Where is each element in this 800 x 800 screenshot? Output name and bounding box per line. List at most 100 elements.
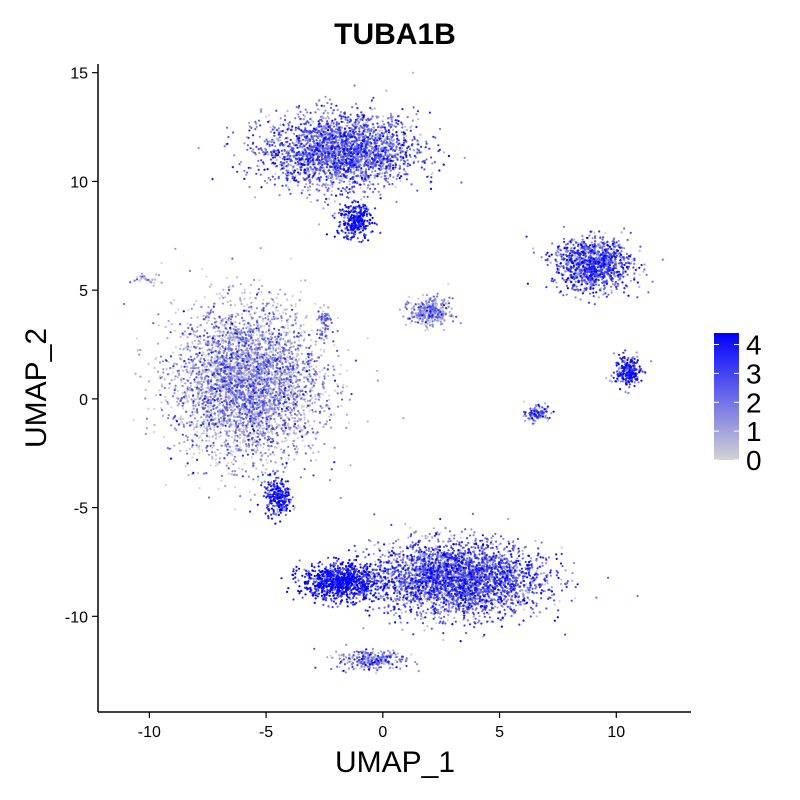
cell-point: [297, 349, 300, 352]
cell-point: [215, 432, 218, 435]
cell-point: [239, 446, 242, 449]
cell-point: [242, 428, 245, 431]
cell-point: [173, 362, 176, 365]
cell-point: [466, 604, 469, 607]
cell-point: [205, 432, 208, 435]
cell-point: [261, 285, 264, 288]
cell-point: [328, 415, 331, 418]
cell-point: [310, 339, 313, 342]
cell-point: [190, 316, 193, 320]
cell-point: [218, 392, 222, 396]
cell-point: [269, 453, 272, 456]
cell-point: [328, 398, 331, 401]
cell-point: [309, 344, 312, 347]
cell-point: [398, 171, 401, 174]
cell-point: [198, 445, 201, 448]
cell-point: [170, 379, 173, 382]
cell-point: [409, 126, 412, 129]
cell-point: [181, 391, 184, 395]
cell-point: [295, 316, 298, 319]
cell-point: [442, 329, 446, 332]
cell-point: [190, 367, 193, 370]
cell-point: [216, 330, 219, 333]
cell-point: [180, 378, 183, 381]
cell-point: [309, 387, 312, 390]
cell-point: [261, 453, 264, 456]
cell-point: [155, 273, 158, 276]
cell-point: [528, 591, 531, 594]
cell-point: [322, 327, 325, 330]
cell-point: [186, 400, 190, 403]
cell-point: [330, 121, 333, 124]
cell-point: [404, 323, 407, 326]
cell-point: [191, 413, 194, 416]
cell-point: [249, 166, 252, 170]
cell-point: [282, 405, 285, 408]
cell-point: [322, 393, 325, 396]
cell-point: [516, 557, 519, 560]
cell-point: [159, 361, 162, 364]
cell-point: [245, 173, 248, 177]
cell-point: [244, 348, 247, 352]
cell-point: [239, 433, 242, 436]
cell-point: [261, 319, 265, 322]
cell-point: [308, 424, 311, 427]
cell-point: [205, 365, 208, 368]
cell-point: [271, 318, 274, 321]
cell-point: [288, 402, 291, 405]
cell-point: [302, 339, 305, 342]
cell-point: [341, 386, 345, 389]
cell-point: [426, 322, 429, 325]
cell-point: [156, 370, 160, 373]
cell-point: [291, 378, 294, 381]
cell-point: [283, 308, 286, 311]
cell-point: [543, 583, 546, 586]
cell-point: [257, 479, 260, 482]
cell-point: [558, 600, 561, 603]
cell-point: [255, 384, 258, 387]
cell-point: [232, 463, 235, 466]
cell-point: [235, 345, 238, 348]
cell-point: [346, 661, 349, 664]
cell-point: [459, 322, 462, 325]
cell-point: [284, 312, 287, 315]
cell-point: [235, 474, 238, 477]
cell-point: [310, 329, 313, 332]
cell-point: [193, 417, 197, 420]
cell-point: [438, 616, 441, 619]
cell-point: [164, 399, 167, 402]
cell-point: [179, 449, 182, 452]
cell-point: [228, 362, 231, 365]
cell-point: [311, 396, 314, 399]
cell-point: [279, 348, 282, 351]
cell-point: [281, 367, 284, 370]
cell-point: [278, 406, 281, 409]
cell-point: [209, 406, 212, 409]
cell-point: [199, 337, 202, 340]
cell-point: [399, 609, 402, 612]
cell-point: [290, 257, 293, 260]
cell-point: [381, 582, 384, 586]
cell-point: [192, 452, 195, 455]
cell-point: [194, 405, 197, 408]
cell-point: [176, 376, 179, 379]
cell-point: [220, 375, 223, 379]
cell-point: [374, 560, 377, 563]
cell-point: [497, 543, 500, 547]
cell-point: [298, 388, 301, 391]
cell-point: [267, 448, 270, 451]
cell-point: [346, 369, 349, 372]
cell-point: [214, 451, 217, 454]
cell-point: [287, 326, 290, 330]
cell-point: [139, 375, 142, 378]
cell-point: [164, 483, 167, 487]
cell-point: [392, 649, 395, 652]
cell-point: [323, 410, 326, 413]
cell-point: [394, 659, 397, 662]
cell-point: [267, 411, 270, 414]
cell-point: [161, 414, 164, 417]
cell-point: [186, 365, 189, 368]
cell-point: [371, 170, 374, 173]
cell-point: [399, 180, 402, 183]
cell-point: [245, 445, 248, 448]
